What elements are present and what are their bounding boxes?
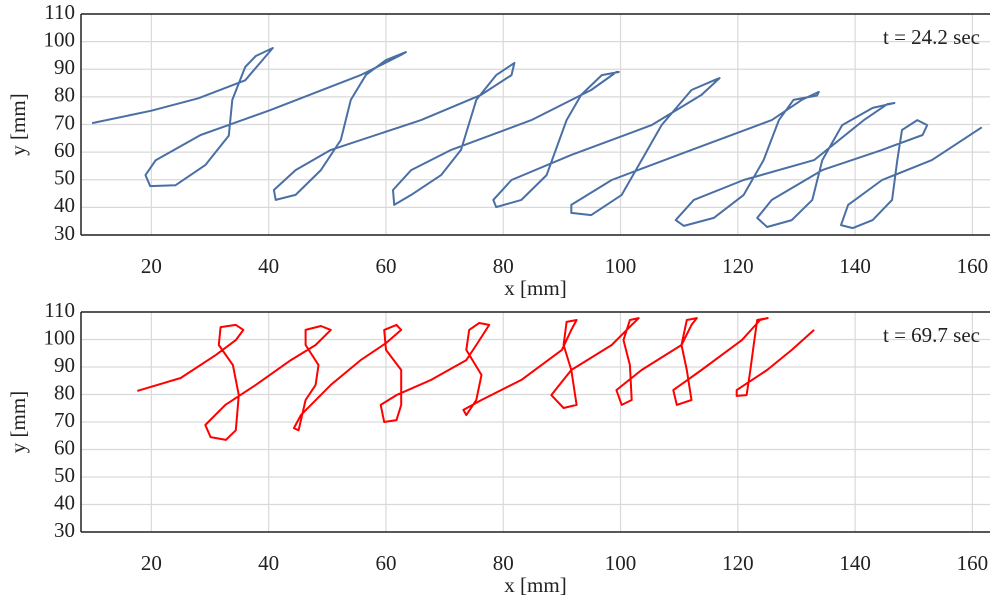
y-tick-label: 90 xyxy=(54,55,75,79)
y-axis-label: y [mm] xyxy=(6,391,30,453)
y-tick-label: 80 xyxy=(54,83,75,107)
y-tick-label: 40 xyxy=(54,490,75,514)
x-tick-label: 100 xyxy=(605,254,637,278)
y-tick-label: 110 xyxy=(44,0,75,24)
x-tick-label: 120 xyxy=(722,551,754,575)
x-tick-label: 120 xyxy=(722,254,754,278)
x-tick-label: 80 xyxy=(493,551,514,575)
y-axis-label: y [mm] xyxy=(6,93,30,155)
y-tick-label: 70 xyxy=(54,110,75,134)
y-tick-label: 50 xyxy=(54,166,75,190)
y-tick-label: 40 xyxy=(54,193,75,217)
x-tick-label: 140 xyxy=(839,254,871,278)
x-axis-label: x [mm] xyxy=(504,573,566,597)
x-tick-label: 20 xyxy=(141,551,162,575)
annotation: t = 24.2 sec xyxy=(883,25,980,49)
y-tick-label: 70 xyxy=(54,408,75,432)
y-tick-label: 30 xyxy=(54,518,75,542)
y-tick-label: 100 xyxy=(44,27,76,51)
y-tick-label: 60 xyxy=(54,435,75,459)
y-tick-label: 50 xyxy=(54,463,75,487)
y-tick-label: 80 xyxy=(54,380,75,404)
x-axis-label: x [mm] xyxy=(504,276,566,300)
x-tick-label: 160 xyxy=(957,254,989,278)
x-tick-label: 40 xyxy=(258,254,279,278)
x-tick-label: 160 xyxy=(957,551,989,575)
x-tick-label: 60 xyxy=(375,254,396,278)
x-tick-label: 40 xyxy=(258,551,279,575)
x-tick-label: 140 xyxy=(839,551,871,575)
trajectory-line xyxy=(137,317,815,441)
trajectory-line xyxy=(91,47,983,230)
y-tick-label: 30 xyxy=(54,221,75,245)
x-tick-label: 80 xyxy=(493,254,514,278)
y-tick-label: 90 xyxy=(54,353,75,377)
x-tick-label: 20 xyxy=(141,254,162,278)
y-tick-label: 110 xyxy=(44,298,75,322)
annotation: t = 69.7 sec xyxy=(883,323,980,347)
x-tick-label: 60 xyxy=(375,551,396,575)
y-tick-label: 60 xyxy=(54,138,75,162)
y-tick-label: 100 xyxy=(44,325,76,349)
x-tick-label: 100 xyxy=(605,551,637,575)
